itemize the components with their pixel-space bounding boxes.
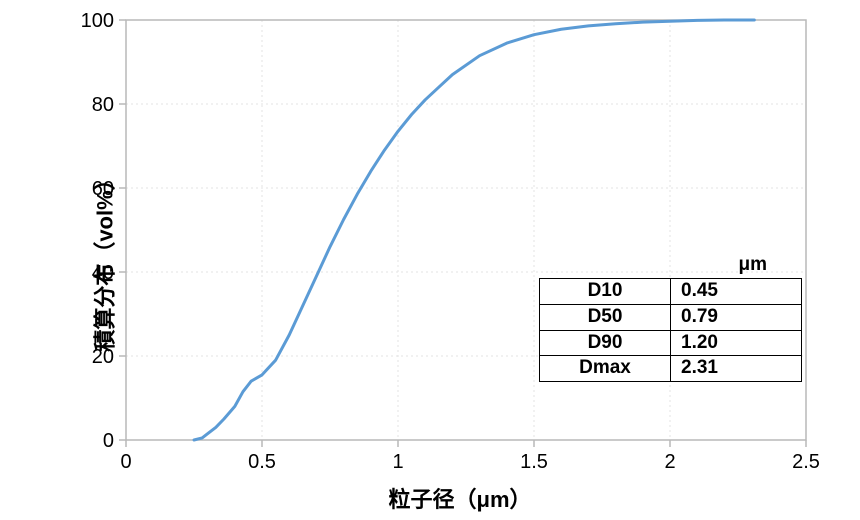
inset-table: D100.45D500.79D901.20Dmax2.31 <box>539 278 802 382</box>
stat-value: 1.20 <box>671 330 802 356</box>
x-tick-label: 2 <box>664 451 675 473</box>
table-row: D901.20 <box>540 330 802 356</box>
x-tick-label: 1 <box>392 451 403 473</box>
x-tick-label: 0.5 <box>248 451 276 473</box>
chart-svg: 00.511.522.5020406080100 <box>0 0 860 490</box>
stat-label: D90 <box>540 330 671 356</box>
chart-container: 積算分布（vol%） 00.511.522.5020406080100 粒子径（… <box>0 0 860 520</box>
x-tick-label: 2.5 <box>792 451 820 473</box>
stat-label: Dmax <box>540 356 671 382</box>
x-tick-label: 1.5 <box>520 451 548 473</box>
table-row: D500.79 <box>540 304 802 330</box>
table-row: D100.45 <box>540 279 802 305</box>
y-tick-label: 0 <box>103 430 114 452</box>
stat-label: D50 <box>540 304 671 330</box>
stat-label: D10 <box>540 279 671 305</box>
inset-table-unit: μm <box>738 254 767 276</box>
y-tick-label: 100 <box>81 10 114 32</box>
table-row: Dmax2.31 <box>540 356 802 382</box>
stat-value: 2.31 <box>671 356 802 382</box>
stat-value: 0.45 <box>671 279 802 305</box>
stat-value: 0.79 <box>671 304 802 330</box>
x-axis-label: 粒子径（μm） <box>0 482 860 514</box>
y-tick-label: 80 <box>92 94 114 116</box>
y-axis-label: 積算分布（vol%） <box>88 168 120 351</box>
x-tick-label: 0 <box>120 451 131 473</box>
